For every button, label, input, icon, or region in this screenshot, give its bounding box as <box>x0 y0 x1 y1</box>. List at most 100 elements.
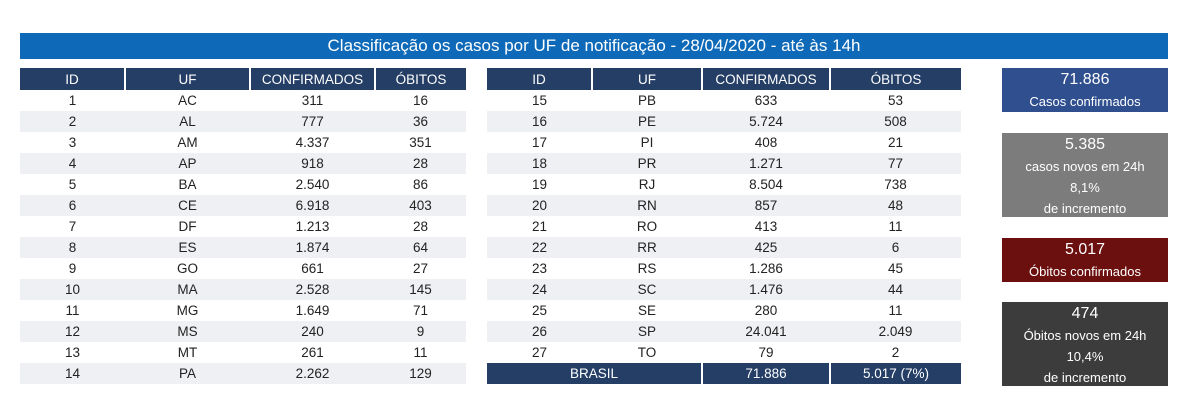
cell-uf: RJ <box>638 177 656 192</box>
table-row: 15 PB 633 53 <box>487 90 961 111</box>
cell-id: 21 <box>531 219 548 234</box>
cell-confirmados: 661 <box>301 261 324 276</box>
column-header-id: ID <box>487 68 593 90</box>
cell-id: 1 <box>68 93 77 108</box>
cell-id: 2 <box>20 111 125 132</box>
cell-uf: PR <box>592 153 702 174</box>
new-deaths-percent-label: de incremento <box>1043 370 1127 385</box>
cell-uf: AM <box>177 135 198 150</box>
confirmed-cases-label: Casos confirmados <box>1029 94 1141 109</box>
cell-confirmados: 1.271 <box>702 153 830 174</box>
cell-obitos: 403 <box>375 195 466 216</box>
total-confirmados: 71.886 <box>702 363 831 384</box>
cell-id: 11 <box>65 303 80 318</box>
cell-uf: ES <box>125 237 250 258</box>
new-deaths-label: Óbitos novos em 24h <box>1023 328 1147 343</box>
cell-confirmados: 413 <box>754 219 778 234</box>
cell-uf: RR <box>592 237 702 258</box>
new-deaths-percent: 10,4% <box>1066 349 1104 364</box>
cell-obitos: 28 <box>375 153 466 174</box>
cell-uf: RN <box>592 195 702 216</box>
table-row: 21 RO 413 11 <box>487 216 961 237</box>
table-row: 8 ES 1.874 64 <box>20 237 466 258</box>
new-cases-percent: 8,1% <box>1070 180 1100 195</box>
table-row: 17 PI 408 21 <box>487 132 961 153</box>
total-obitos: 5.017 (7%) <box>830 363 961 384</box>
cell-id: 8 <box>20 237 125 258</box>
cell-obitos: 36 <box>375 111 466 132</box>
column-header-obitos: ÓBITOS <box>830 68 961 90</box>
table-row: 20 RN 857 48 <box>487 195 961 216</box>
cell-obitos: 11 <box>888 219 903 234</box>
cell-obitos: 44 <box>830 279 961 300</box>
cell-uf: SP <box>592 321 702 342</box>
confirmed-deaths-label: Óbitos confirmados <box>1029 264 1141 279</box>
cell-id: 7 <box>68 219 77 234</box>
cell-uf: RS <box>637 261 657 276</box>
cell-uf: BA <box>178 177 197 192</box>
table-row: 24 SC 1.476 44 <box>487 279 961 300</box>
cell-id: 19 <box>531 177 548 192</box>
cell-id: 5 <box>68 177 77 192</box>
table-header-row: ID UF CONFIRMADOS ÓBITOS <box>487 68 961 90</box>
cell-confirmados: 261 <box>301 345 324 360</box>
cell-uf: PE <box>592 111 702 132</box>
cell-obitos: 351 <box>409 135 432 150</box>
table-row: 9 GO 661 27 <box>20 258 466 279</box>
new-deaths-card: 474 Óbitos novos em 24h 10,4% de increme… <box>1002 302 1168 386</box>
cell-confirmados: 633 <box>754 93 778 108</box>
cell-confirmados: 1.286 <box>749 261 783 276</box>
confirmed-deaths-value: 5.017 <box>1064 241 1106 258</box>
cell-uf: PI <box>640 135 654 150</box>
new-deaths-value: 474 <box>1071 305 1099 322</box>
cell-confirmados: 5.724 <box>702 111 830 132</box>
new-cases-label: casos novos em 24h <box>1025 159 1145 174</box>
column-header-confirmados: CONFIRMADOS <box>702 68 831 90</box>
cell-id: 10 <box>20 279 125 300</box>
cell-confirmados: 408 <box>754 135 778 150</box>
column-header-confirmados: CONFIRMADOS <box>250 68 376 90</box>
cell-confirmados: 6.918 <box>250 195 375 216</box>
cases-table-left: ID UF CONFIRMADOS ÓBITOS 1 AC 311 16 2 AL 777 3… <box>20 68 466 384</box>
cell-uf: AL <box>125 111 250 132</box>
confirmed-cases-value: 71.886 <box>1060 71 1110 88</box>
cell-uf: CE <box>125 195 250 216</box>
column-header-obitos: ÓBITOS <box>375 68 466 90</box>
cell-obitos: 6 <box>830 237 961 258</box>
cell-confirmados: 79 <box>758 345 774 360</box>
column-header-uf: UF <box>592 68 703 90</box>
table-row: 11 MG 1.649 71 <box>20 300 466 321</box>
cell-id: 18 <box>487 153 592 174</box>
cell-obitos: 508 <box>830 111 961 132</box>
cell-id: 23 <box>531 261 548 276</box>
cell-id: 27 <box>531 345 548 360</box>
table-row: 3 AM 4.337 351 <box>20 132 466 153</box>
cell-confirmados: 4.337 <box>295 135 330 150</box>
cell-uf: PA <box>125 363 250 384</box>
cell-obitos: 27 <box>412 261 429 276</box>
cell-obitos: 11 <box>413 345 428 360</box>
table-body-right: 15 PB 633 53 16 PE 5.724 508 17 PI 408 21 18 PR 1.271 7… <box>487 90 961 363</box>
cell-id: 22 <box>487 237 592 258</box>
cell-obitos: 53 <box>887 93 904 108</box>
cell-obitos: 11 <box>888 303 903 318</box>
cell-uf: MT <box>177 345 198 360</box>
cell-obitos: 28 <box>412 219 429 234</box>
cell-id: 3 <box>68 135 77 150</box>
cell-id: 4 <box>20 153 125 174</box>
cell-confirmados: 2.262 <box>250 363 375 384</box>
table-row: 25 SE 280 11 <box>487 300 961 321</box>
column-header-uf: UF <box>125 68 251 90</box>
cell-obitos: 16 <box>412 93 429 108</box>
table-row: 26 SP 24.041 2.049 <box>487 321 961 342</box>
cases-table-right: ID UF CONFIRMADOS ÓBITOS 15 PB 633 53 16 PE 5.… <box>487 68 961 384</box>
table-row: 18 PR 1.271 77 <box>487 153 961 174</box>
cell-obitos: 145 <box>375 279 466 300</box>
cell-uf: MG <box>176 303 199 318</box>
new-cases-percent-label: de incremento <box>1043 201 1127 216</box>
table-header-row: ID UF CONFIRMADOS ÓBITOS <box>20 68 466 90</box>
cell-confirmados: 918 <box>250 153 375 174</box>
new-cases-value: 5.385 <box>1064 136 1106 153</box>
cell-uf: MA <box>125 279 250 300</box>
cell-id: 17 <box>531 135 548 150</box>
